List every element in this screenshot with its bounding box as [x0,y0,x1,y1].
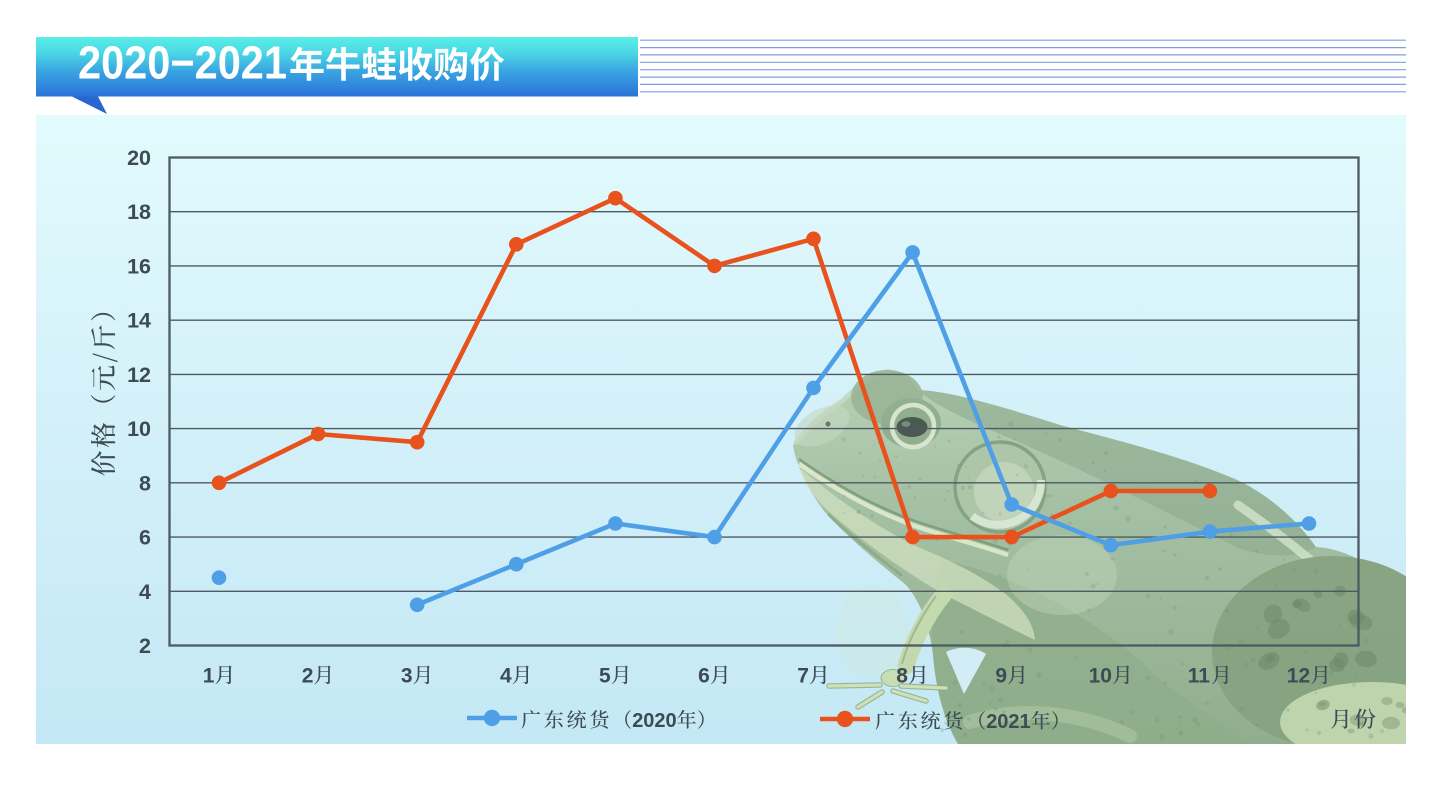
svg-text:8: 8 [896,665,908,688]
svg-text:16: 16 [127,254,151,278]
svg-text:14: 14 [127,309,151,333]
svg-text:1: 1 [203,665,215,688]
svg-text:2020−2021: 2020−2021 [78,37,287,89]
svg-text:20: 20 [127,146,151,170]
svg-text:12: 12 [1287,665,1310,688]
svg-text:18: 18 [127,200,151,224]
svg-text:2: 2 [302,665,314,688]
svg-text:6: 6 [698,665,710,688]
svg-text:4: 4 [139,580,151,604]
svg-text:11: 11 [1188,665,1211,688]
svg-text:6: 6 [139,526,151,550]
svg-text:2: 2 [139,634,151,658]
svg-text:9: 9 [995,665,1007,688]
svg-text:10: 10 [1089,665,1112,688]
svg-text:3: 3 [401,665,413,688]
svg-text:7: 7 [797,665,809,688]
svg-text:12: 12 [127,363,151,387]
svg-text:8: 8 [139,471,151,495]
svg-text:10: 10 [127,417,151,441]
svg-text:2020: 2020 [632,710,677,732]
svg-text:4: 4 [500,665,512,688]
svg-text:2021: 2021 [986,711,1030,733]
svg-text:5: 5 [599,665,611,688]
